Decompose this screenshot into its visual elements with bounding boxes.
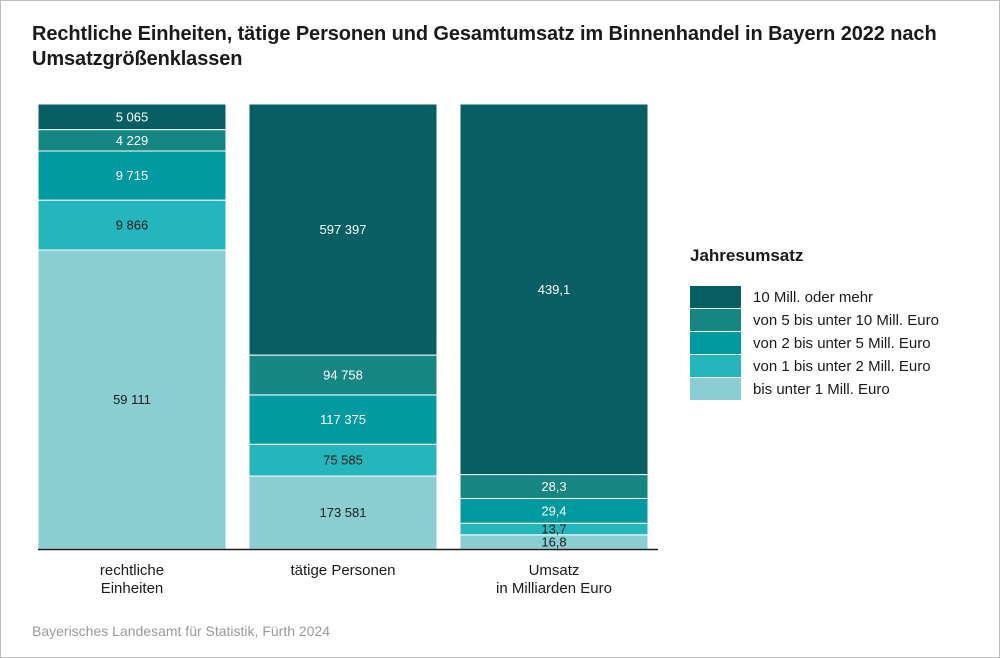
source-note: Bayerisches Landesamt für Statistik, Für… xyxy=(32,623,331,639)
data-label: 439,1 xyxy=(538,282,571,297)
data-label: 173 581 xyxy=(320,505,367,520)
legend-item: 10 Mill. oder mehr xyxy=(690,286,939,309)
legend-item: bis unter 1 Mill. Euro xyxy=(690,378,939,401)
legend-swatch xyxy=(690,378,741,401)
chart-title: Rechtliche Einheiten, tätige Personen un… xyxy=(32,23,937,70)
legend-label: von 2 bis unter 5 Mill. Euro xyxy=(753,335,931,352)
data-label: 28,3 xyxy=(541,479,566,494)
data-label: 94 758 xyxy=(323,368,363,383)
bar-segment xyxy=(248,103,438,356)
legend-label: 10 Mill. oder mehr xyxy=(753,289,874,306)
legend-label: von 1 bis unter 2 Mill. Euro xyxy=(753,358,931,375)
bar-segment xyxy=(248,443,438,477)
legend-swatch xyxy=(690,355,741,378)
legend-swatch xyxy=(690,286,741,309)
data-label: 5 065 xyxy=(116,109,149,124)
data-label: 9 866 xyxy=(116,218,149,233)
bar-segment xyxy=(248,394,438,445)
category-label: tätige Personen xyxy=(290,562,395,579)
legend-label: von 5 bis unter 10 Mill. Euro xyxy=(753,312,939,329)
data-label: 13,7 xyxy=(541,522,566,537)
category-label: rechtliche xyxy=(100,562,164,579)
bar-segment xyxy=(37,249,227,550)
data-label: 9 715 xyxy=(116,168,149,183)
legend-item: von 2 bis unter 5 Mill. Euro xyxy=(690,332,939,355)
bar-segment xyxy=(37,150,227,201)
legend-swatch xyxy=(690,332,741,355)
category-label: Umsatz xyxy=(529,562,580,579)
data-label: 29,4 xyxy=(541,503,566,518)
bar-segment xyxy=(37,199,227,251)
legend-label: bis unter 1 Mill. Euro xyxy=(753,381,890,398)
legend: Jahresumsatz 10 Mill. oder mehr von 5 bi… xyxy=(690,246,939,401)
data-label: 4 229 xyxy=(116,133,149,148)
legend-title: Jahresumsatz xyxy=(690,246,804,265)
bar-segment xyxy=(459,103,649,476)
bar-segment xyxy=(248,354,438,396)
legend-item: von 5 bis unter 10 Mill. Euro xyxy=(690,309,939,332)
bar-segment xyxy=(248,475,438,550)
data-label: 16,8 xyxy=(541,534,566,549)
data-label: 59 111 xyxy=(113,392,151,407)
data-label: 75 585 xyxy=(323,453,363,468)
legend-swatch xyxy=(690,309,741,332)
bar-segment xyxy=(37,103,227,131)
category-label: in Milliarden Euro xyxy=(496,580,612,597)
data-label: 117 375 xyxy=(320,412,366,427)
bar-segment xyxy=(459,497,649,524)
data-label: 597 397 xyxy=(320,222,367,237)
legend-item: von 1 bis unter 2 Mill. Euro xyxy=(690,355,939,378)
category-label: Einheiten xyxy=(101,580,164,597)
